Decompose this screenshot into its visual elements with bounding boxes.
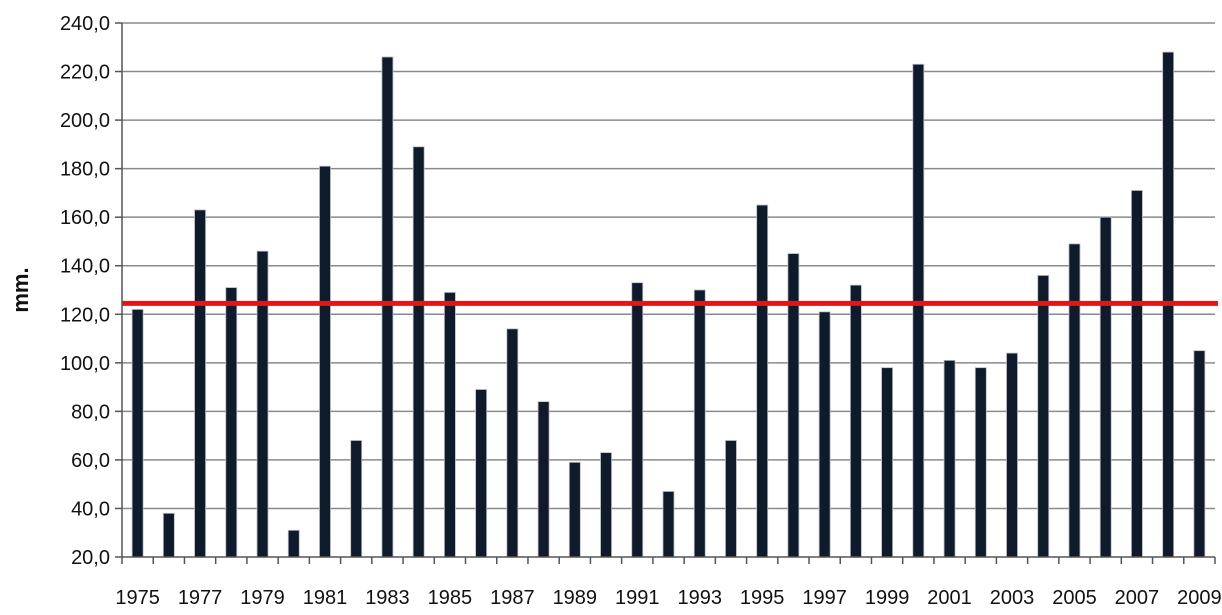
x-tick-label: 1979	[240, 587, 285, 609]
x-tick-label: 1993	[677, 587, 722, 609]
bar-1999	[881, 367, 893, 558]
bar-1977	[194, 209, 206, 558]
y-tick-label: 80,0	[71, 401, 110, 423]
x-tick-label: 1975	[115, 587, 160, 609]
bar-1988	[537, 401, 550, 558]
axes	[121, 23, 1216, 564]
x-tick-label: 1977	[178, 587, 223, 609]
y-tick-label: 120,0	[60, 304, 110, 326]
bar-1980	[287, 529, 300, 558]
bar-1992	[662, 491, 675, 558]
bar-2009	[1193, 350, 1206, 558]
x-tick-label: 2005	[1052, 587, 1097, 609]
bar-2000	[912, 63, 925, 558]
x-tick-label: 1987	[490, 587, 535, 609]
x-tick-labels: 1975 1977 1979 1981 1983 1985 1987 1989 1991 1993…	[115, 587, 1221, 609]
bar-1987	[506, 328, 519, 558]
bar-1989	[568, 461, 581, 558]
bar-2004	[1037, 275, 1050, 558]
bar-1975	[131, 309, 144, 558]
y-axis-label: mm.	[8, 267, 33, 312]
x-tick-label: 2003	[990, 587, 1035, 609]
x-tick-label: 1989	[553, 587, 598, 609]
bar-1983	[381, 56, 394, 558]
bar-2002	[974, 367, 987, 558]
x-tick-label: 1981	[303, 587, 348, 609]
x-tick-label: 1997	[802, 587, 847, 609]
bar-2006	[1099, 216, 1112, 558]
bar-1995	[756, 204, 769, 558]
x-tick-label: 1995	[740, 587, 785, 609]
bar-2001	[943, 359, 956, 558]
bar-1998	[849, 284, 862, 558]
bar-1984	[412, 146, 425, 558]
y-tick-label: 240,0	[60, 13, 110, 35]
bar-1979	[256, 250, 269, 558]
bar-1986	[475, 389, 488, 558]
x-tick-label: 2009	[1177, 587, 1222, 609]
x-tick-label: 2001	[927, 587, 972, 609]
bar-1978	[225, 287, 238, 558]
bar-1991	[631, 282, 644, 558]
y-tick-label: 140,0	[60, 256, 110, 278]
bar-2003	[1006, 352, 1018, 558]
bar-1985	[443, 292, 456, 558]
bar-1994	[725, 440, 737, 558]
bar-1997	[818, 311, 831, 558]
bar-1976	[162, 512, 175, 558]
x-tick-label: 1991	[615, 587, 660, 609]
bar-2007	[1131, 190, 1143, 558]
y-tick-labels: 20,0 40,0 60,0 80,0 100,0 120,0 140,0 160,0 180,…	[60, 13, 110, 569]
y-tick-label: 200,0	[60, 110, 110, 132]
y-tick-label: 220,0	[60, 62, 110, 84]
y-tick-label: 100,0	[60, 353, 110, 375]
bar-1993	[693, 289, 706, 558]
x-tick-label: 2007	[1115, 587, 1160, 609]
bar-2005	[1068, 243, 1081, 558]
bar-1982	[350, 440, 363, 558]
x-tick-label: 1999	[865, 587, 910, 609]
x-tick-label: 1985	[428, 587, 473, 609]
y-tick-label: 160,0	[60, 207, 110, 229]
y-tick-label: 60,0	[71, 450, 110, 472]
y-tick-label: 40,0	[71, 498, 110, 520]
y-tick-label: 180,0	[60, 159, 110, 181]
bar-1981	[319, 165, 331, 558]
gridlines	[115, 22, 1215, 558]
x-tick-label: 1983	[365, 587, 410, 609]
bar-1996	[787, 253, 800, 558]
bar-1990	[600, 452, 612, 558]
y-tick-label: 20,0	[71, 547, 110, 569]
